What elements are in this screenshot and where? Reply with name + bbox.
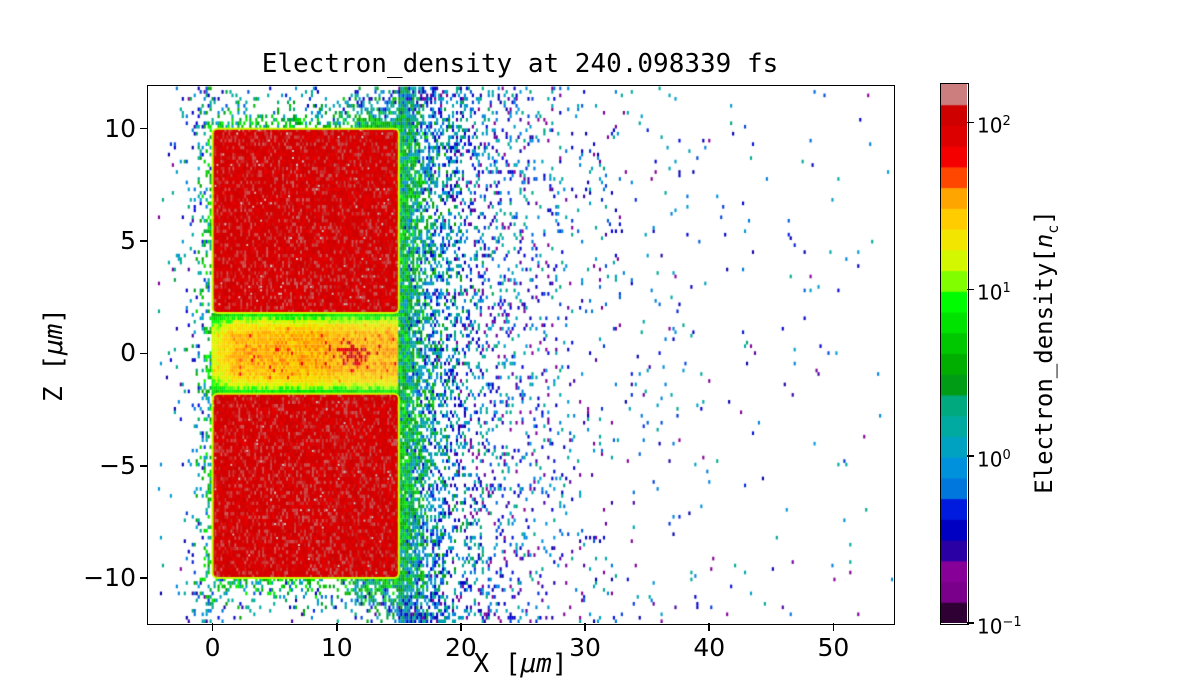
colorbar-tick-label: 100	[977, 447, 1011, 472]
y-tick-label: −10	[83, 563, 136, 593]
y-tick-mark	[140, 352, 148, 355]
colorbar-tick-mark	[967, 121, 974, 124]
x-tick-mark	[211, 623, 214, 631]
colorbar-tick-mark	[967, 455, 974, 457]
y-tick-label: 10	[104, 113, 136, 143]
density-heatmap	[148, 86, 893, 623]
x-tick-label: 30	[569, 633, 601, 662]
y-tick-mark	[140, 240, 148, 242]
colorbar-tick-label: 101	[977, 280, 1011, 305]
x-tick-mark	[832, 623, 835, 631]
y-tick-mark	[140, 127, 148, 130]
x-tick-label: 40	[693, 633, 726, 662]
plot-frame	[147, 85, 895, 625]
x-tick-mark	[460, 623, 462, 631]
colorbar-label: Electron_density[nc]	[1030, 209, 1062, 494]
x-tick-label: 50	[817, 633, 850, 662]
colorbar-tick-mark	[967, 622, 974, 624]
y-tick-label: 5	[120, 226, 136, 256]
x-tick-mark	[708, 623, 711, 631]
x-tick-mark	[584, 623, 586, 631]
y-tick-label: −5	[99, 450, 136, 480]
colorbar-tick-mark	[967, 288, 974, 291]
chart-title: Electron_density at 240.098339 fs	[261, 49, 779, 79]
colorbar-tick-label: 102	[977, 114, 1011, 139]
x-tick-label: 0	[204, 633, 221, 662]
colorbar-frame	[940, 83, 969, 625]
x-tick-mark	[335, 623, 338, 631]
x-tick-label: 20	[444, 633, 477, 662]
colorbar	[941, 84, 967, 623]
y-tick-label: 0	[120, 338, 136, 368]
y-tick-mark	[140, 577, 148, 579]
x-axis-label: X [μm]	[473, 649, 568, 679]
colorbar-tick-label: 10−1	[977, 614, 1022, 639]
x-tick-label: 10	[320, 633, 353, 662]
y-tick-mark	[140, 464, 148, 467]
